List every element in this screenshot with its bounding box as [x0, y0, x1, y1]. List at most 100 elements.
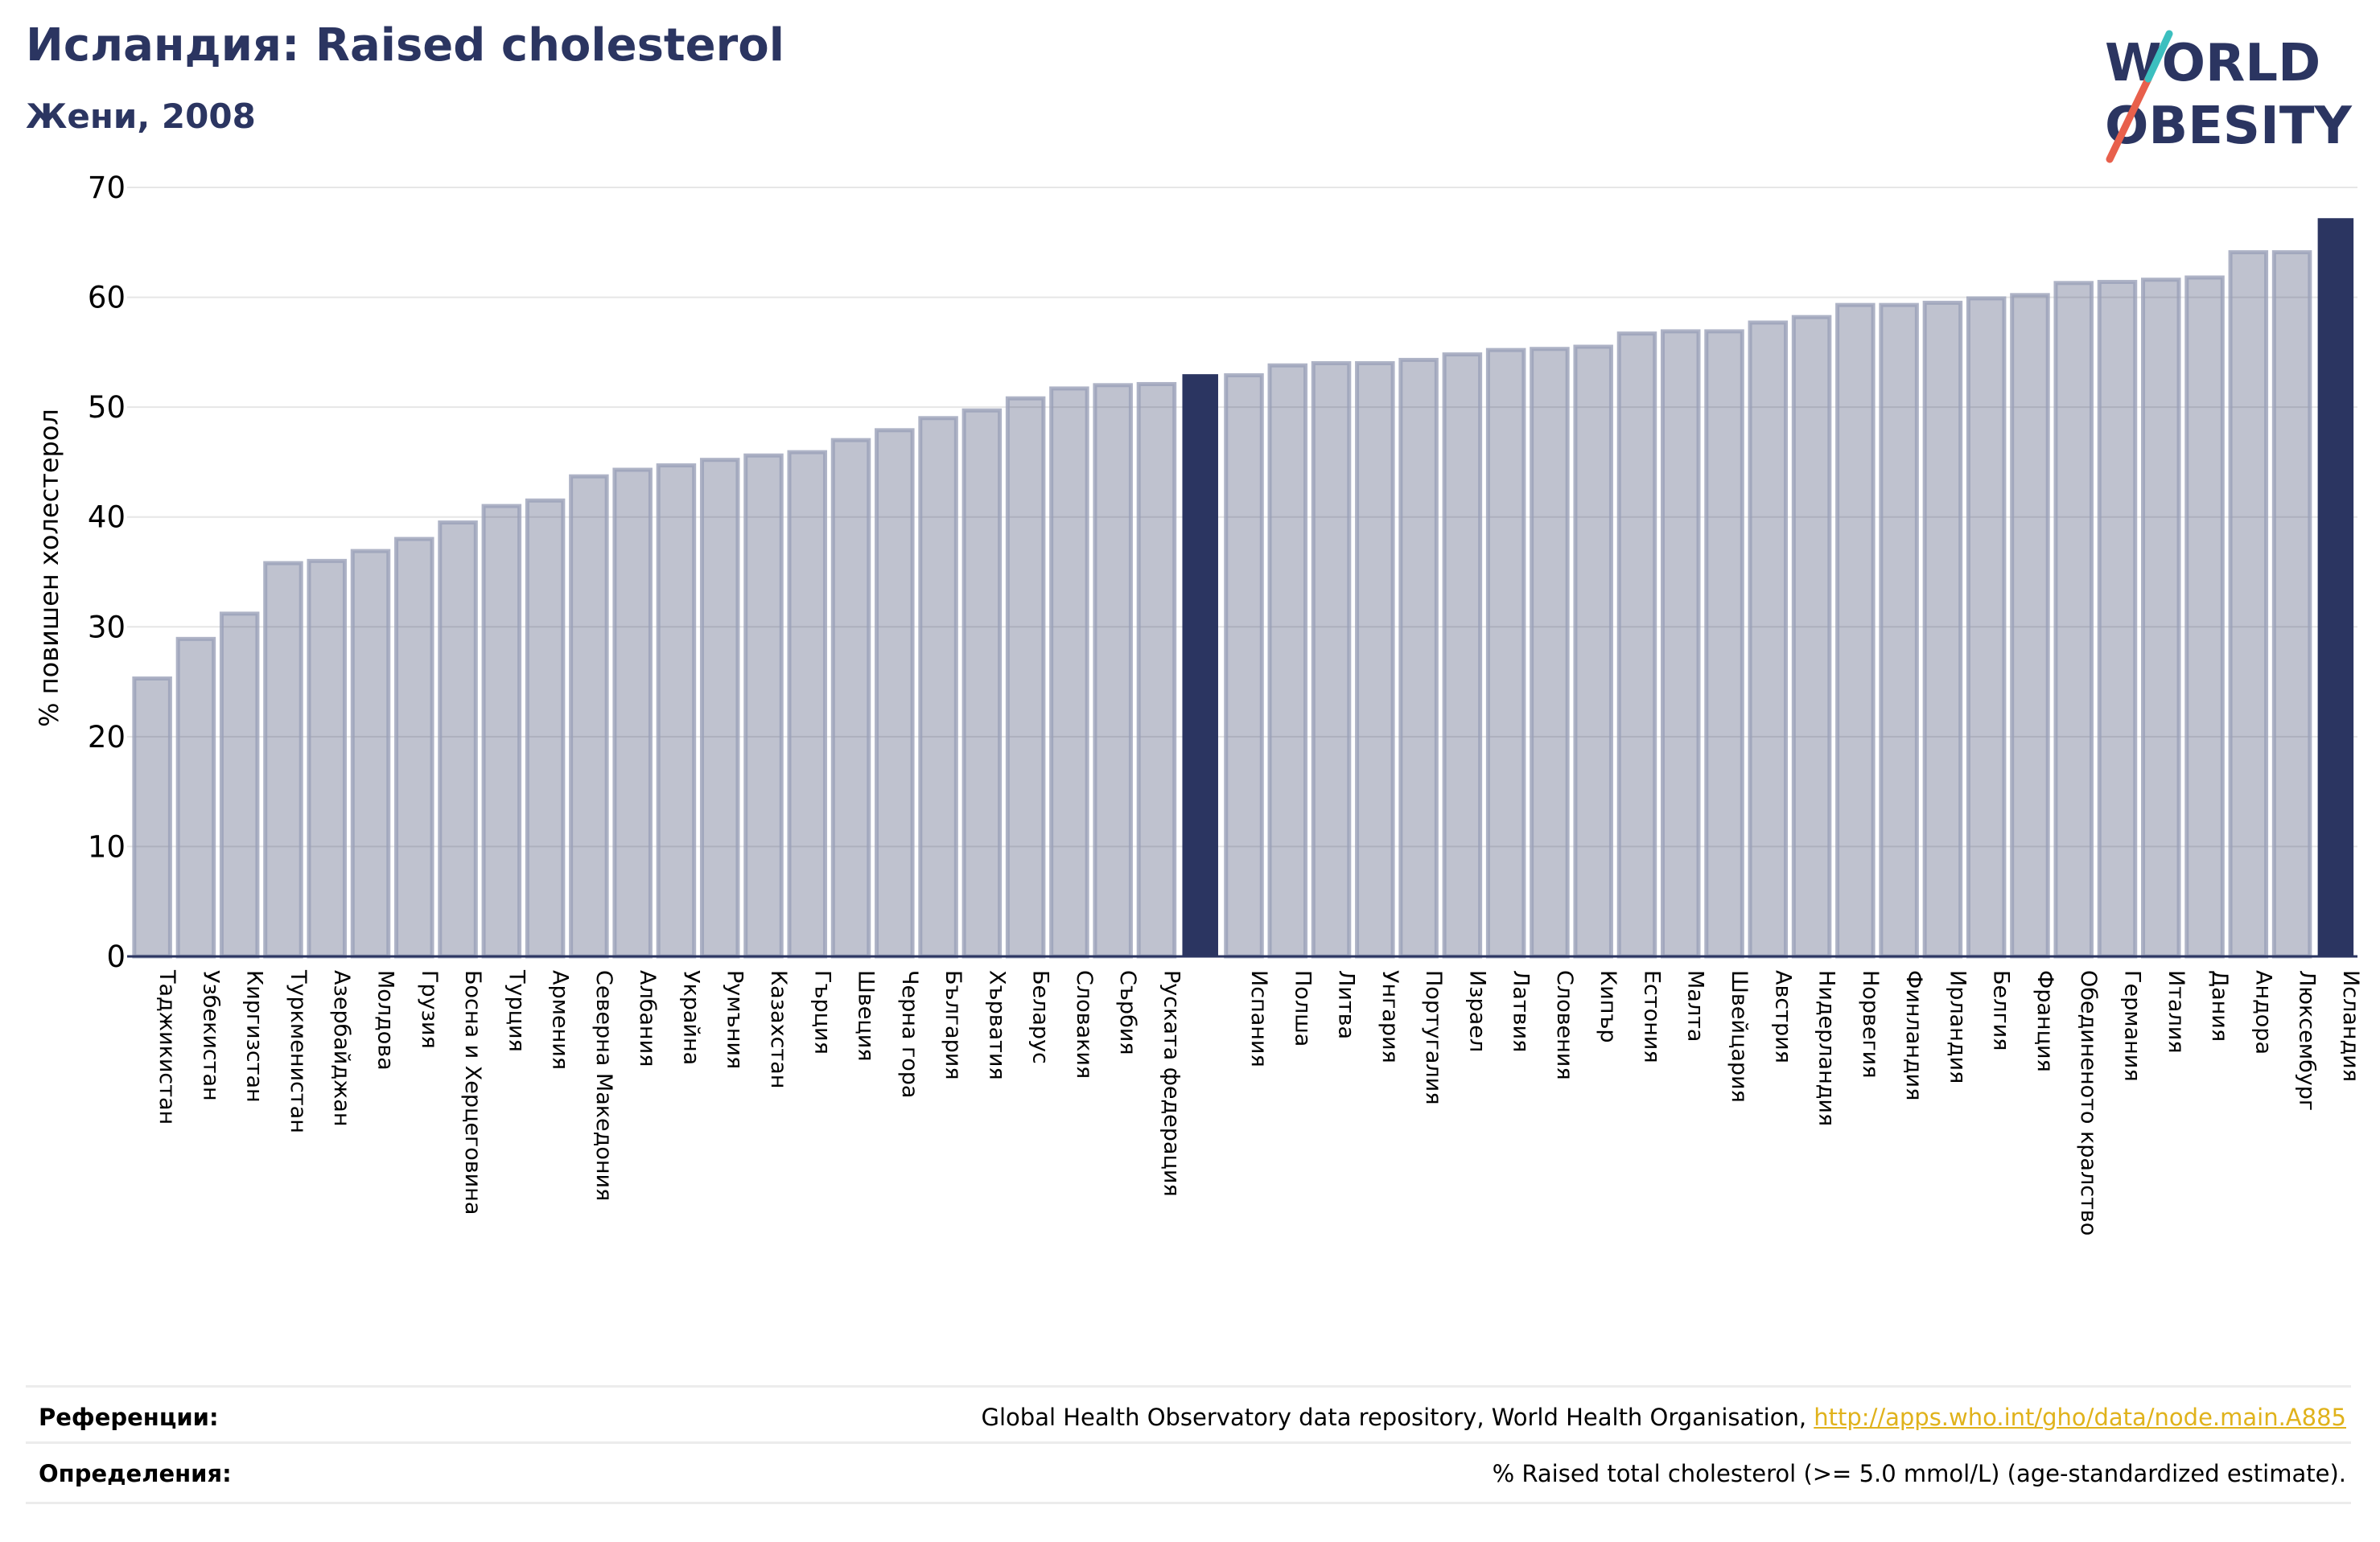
- bars: [132, 218, 2354, 959]
- bar: [1442, 352, 1483, 959]
- x-tick-label: Малта: [1683, 970, 1708, 1042]
- chart-title: Исландия: Raised cholesterol: [26, 19, 784, 72]
- bar: [263, 561, 303, 959]
- bar: [656, 463, 697, 959]
- definitions-text: % Raised total cholesterol (>= 5.0 mmol/…: [1492, 1460, 2346, 1487]
- bar: [1879, 302, 1919, 959]
- x-tick-label: Франция: [2032, 970, 2057, 1072]
- y-tick-label: 0: [106, 940, 126, 974]
- bar: [132, 676, 172, 959]
- x-tick-label: Латвия: [1509, 970, 1534, 1052]
- x-tick-label: Андора: [2250, 970, 2275, 1055]
- logo-text-obesity: OBESITY: [2105, 97, 2352, 156]
- references-source: Global Health Observatory data repositor…: [981, 1404, 1814, 1431]
- bar-highlight: [2317, 218, 2354, 956]
- x-tick-label: Черна гора: [897, 970, 922, 1098]
- world-obesity-logo: WORLD OBESITY: [2105, 30, 2352, 163]
- x-tick-label: Турция: [504, 969, 529, 1052]
- bar: [438, 520, 478, 959]
- x-tick-label: Норвегия: [1858, 970, 1883, 1078]
- x-tick-label: Босна и Херцеговина: [460, 970, 485, 1215]
- x-tick-label: Словения: [1552, 970, 1577, 1080]
- chart-subtitle: Жени, 2008: [26, 97, 256, 136]
- definitions-label: Определения:: [39, 1460, 232, 1487]
- definitions-row: Определения: % Raised total cholesterol …: [26, 1441, 2351, 1500]
- x-tick-label: Литва: [1334, 970, 1359, 1039]
- x-tick-label: Украйна: [678, 970, 703, 1065]
- bar: [569, 474, 609, 959]
- bar: [2271, 250, 2312, 959]
- x-tick-label: Естония: [1639, 970, 1664, 1063]
- x-tick-label: Белгия: [1989, 970, 2014, 1051]
- x-tick-label: Германия: [2119, 970, 2144, 1082]
- bar: [875, 428, 915, 959]
- bar: [830, 438, 871, 959]
- bar: [175, 636, 216, 959]
- logo-slash-red: [2106, 75, 2152, 163]
- x-tick-label: Италия: [2164, 970, 2189, 1054]
- x-tick-label: Швеция: [854, 970, 879, 1062]
- references-label: Референции:: [39, 1404, 219, 1431]
- x-tick-label: Молдова: [373, 970, 398, 1071]
- references-link[interactable]: http://apps.who.int/gho/data/node.main.A…: [1814, 1404, 2346, 1431]
- bar: [1922, 300, 1963, 959]
- bar: [1093, 383, 1133, 959]
- bar: [1791, 315, 1832, 959]
- x-tick-label: Австрия: [1770, 970, 1795, 1063]
- x-tick-label: Узбекистан: [198, 970, 223, 1101]
- x-tick-label: Финландия: [1901, 970, 1926, 1100]
- x-tick-label: Испания: [1246, 970, 1271, 1067]
- x-tick-label: Беларус: [1028, 970, 1053, 1064]
- footer-divider: [26, 1502, 2351, 1504]
- x-tick-label: Унгария: [1377, 970, 1402, 1063]
- bar: [1748, 320, 1789, 959]
- x-tick-labels: Таджикистан Узбекистан Киргизстан Туркменис…: [154, 969, 2363, 1236]
- bar: [1966, 296, 2007, 959]
- bar: [219, 611, 260, 959]
- x-tick-label: Румъния: [723, 970, 747, 1069]
- bar: [1049, 386, 1089, 959]
- y-tick-label: 50: [88, 390, 126, 425]
- bar: [2053, 281, 2094, 959]
- bar: [743, 453, 784, 959]
- bar: [1005, 396, 1046, 959]
- bar: [1660, 329, 1701, 959]
- x-tick-label: Нидерландия: [1814, 970, 1839, 1126]
- bar: [350, 549, 391, 959]
- bar: [1355, 361, 1395, 959]
- x-tick-label: Хърватия: [984, 970, 1009, 1080]
- x-tick-label: Северна Македония: [591, 970, 616, 1201]
- bar: [1224, 373, 1264, 959]
- x-tick-label: Гърция: [809, 970, 834, 1055]
- bar: [2010, 293, 2050, 959]
- x-tick-label: Люксембург: [2295, 970, 2320, 1111]
- bar: [307, 558, 347, 959]
- y-tick-label: 40: [88, 500, 126, 535]
- y-axis-label: % повишен холестерол: [34, 409, 64, 727]
- bar: [2228, 250, 2269, 959]
- x-tick-label: България: [941, 970, 966, 1080]
- bar: [1267, 363, 1308, 959]
- bar: [1136, 381, 1177, 959]
- y-tick-label: 10: [88, 829, 126, 864]
- bar: [961, 408, 1003, 959]
- x-tick-label: Казахстан: [766, 970, 791, 1088]
- x-tick-label: Словакия: [1072, 970, 1097, 1079]
- x-tick-label: Таджикистан: [154, 969, 179, 1125]
- x-tick-label: Дания: [2207, 970, 2232, 1042]
- bar: [1835, 302, 1876, 959]
- x-tick-label: Албания: [635, 970, 660, 1067]
- bar: [918, 416, 958, 959]
- x-tick-label: Исландия: [2338, 970, 2363, 1082]
- x-tick-label: Израел: [1464, 970, 1489, 1052]
- x-tick-label: Азербайджан: [329, 970, 354, 1127]
- bar: [2097, 279, 2138, 959]
- bar: [1530, 347, 1570, 959]
- y-tick-labels: 0 10 20 30 40 50 60 70: [88, 171, 126, 974]
- references-row: Референции: Global Health Observatory da…: [26, 1385, 2351, 1444]
- logo-text-world: WORLD: [2105, 34, 2320, 93]
- bar: [1398, 357, 1439, 959]
- references-text: Global Health Observatory data repositor…: [982, 1404, 2346, 1431]
- x-tick-label: Португалия: [1421, 970, 1446, 1104]
- x-tick-label: Армения: [548, 970, 573, 1070]
